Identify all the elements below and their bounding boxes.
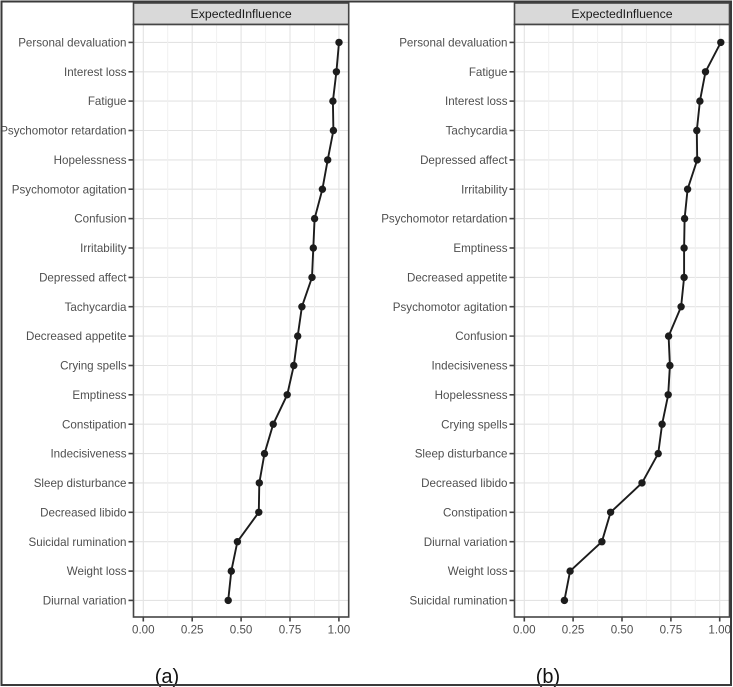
svg-text:Tachycardia: Tachycardia xyxy=(446,125,508,138)
svg-text:0.50: 0.50 xyxy=(230,624,253,637)
svg-text:0.25: 0.25 xyxy=(181,624,204,637)
svg-text:Constipation: Constipation xyxy=(443,506,507,519)
svg-text:Irritability: Irritability xyxy=(80,242,127,255)
svg-text:Decreased appetite: Decreased appetite xyxy=(407,272,508,285)
svg-text:Weight loss: Weight loss xyxy=(67,565,127,578)
svg-text:Psychomotor agitation: Psychomotor agitation xyxy=(393,301,508,314)
svg-text:Confusion: Confusion xyxy=(455,330,507,343)
svg-text:0.75: 0.75 xyxy=(660,624,683,637)
svg-text:ExpectedInfluence: ExpectedInfluence xyxy=(191,7,292,21)
svg-text:Suicidal rumination: Suicidal rumination xyxy=(410,595,508,608)
svg-text:(b): (b) xyxy=(536,666,560,687)
svg-text:Psychomotor agitation: Psychomotor agitation xyxy=(12,183,127,196)
svg-text:Psychomotor retardation: Psychomotor retardation xyxy=(381,213,507,226)
svg-text:Indecisiveness: Indecisiveness xyxy=(50,448,126,461)
svg-text:Constipation: Constipation xyxy=(62,418,126,431)
svg-text:Hopelessness: Hopelessness xyxy=(435,389,508,402)
svg-text:Diurnal variation: Diurnal variation xyxy=(43,595,127,608)
svg-text:Emptiness: Emptiness xyxy=(72,389,126,402)
svg-text:Depressed affect: Depressed affect xyxy=(39,272,127,285)
svg-text:Interest loss: Interest loss xyxy=(445,95,508,108)
svg-text:(a): (a) xyxy=(155,666,179,687)
svg-text:Psychomotor retardation: Psychomotor retardation xyxy=(0,125,126,138)
svg-text:Tachycardia: Tachycardia xyxy=(65,301,127,314)
svg-text:Sleep disturbance: Sleep disturbance xyxy=(415,448,508,461)
svg-text:Sleep disturbance: Sleep disturbance xyxy=(34,477,127,490)
svg-text:Weight loss: Weight loss xyxy=(448,565,508,578)
svg-text:0.75: 0.75 xyxy=(279,624,302,637)
svg-text:Personal devaluation: Personal devaluation xyxy=(18,37,126,50)
svg-text:Fatigue: Fatigue xyxy=(88,95,127,108)
svg-text:1.00: 1.00 xyxy=(328,624,351,637)
svg-text:Hopelessness: Hopelessness xyxy=(54,154,127,167)
svg-text:Decreased appetite: Decreased appetite xyxy=(26,330,127,343)
svg-text:1.00: 1.00 xyxy=(708,624,731,637)
svg-text:Personal devaluation: Personal devaluation xyxy=(399,37,507,50)
svg-text:0.00: 0.00 xyxy=(513,624,536,637)
svg-text:Fatigue: Fatigue xyxy=(469,66,508,79)
svg-text:Decreased libido: Decreased libido xyxy=(40,506,126,519)
svg-text:Diurnal variation: Diurnal variation xyxy=(424,536,508,549)
svg-text:Suicidal rumination: Suicidal rumination xyxy=(29,536,127,549)
svg-text:Interest loss: Interest loss xyxy=(64,66,127,79)
svg-text:Emptiness: Emptiness xyxy=(453,242,507,255)
svg-text:ExpectedInfluence: ExpectedInfluence xyxy=(571,7,672,21)
svg-text:Indecisiveness: Indecisiveness xyxy=(431,360,507,373)
svg-text:0.50: 0.50 xyxy=(611,624,634,637)
svg-text:Irritability: Irritability xyxy=(461,183,508,196)
svg-text:0.00: 0.00 xyxy=(132,624,155,637)
svg-text:Decreased libido: Decreased libido xyxy=(421,477,507,490)
svg-text:Depressed affect: Depressed affect xyxy=(420,154,508,167)
svg-text:Crying spells: Crying spells xyxy=(60,360,127,373)
svg-text:0.25: 0.25 xyxy=(562,624,585,637)
svg-text:Confusion: Confusion xyxy=(74,213,126,226)
svg-text:Crying spells: Crying spells xyxy=(441,418,508,431)
